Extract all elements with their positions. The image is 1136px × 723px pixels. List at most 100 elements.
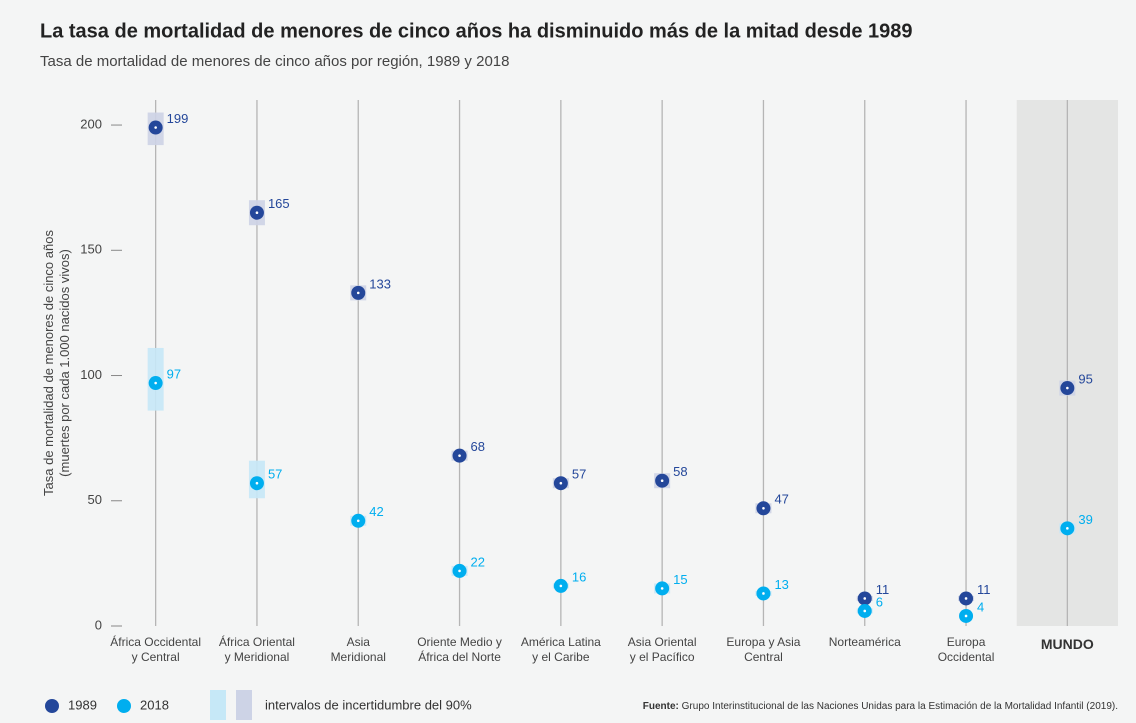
- dot-center: [863, 609, 867, 613]
- data-point: [553, 578, 568, 593]
- data-label: 4: [977, 599, 984, 614]
- x-tick-label-line: África del Norte: [418, 649, 501, 664]
- x-tick-label-line: y Meridional: [225, 650, 290, 664]
- x-tick-label: Asia Oriental y el Pacífico: [628, 635, 697, 664]
- data-label: 133: [369, 276, 391, 291]
- data-label: 165: [268, 196, 290, 211]
- dot-center: [964, 597, 968, 600]
- dot-center: [559, 481, 563, 485]
- data-label: 57: [572, 467, 586, 482]
- x-tick-label-line: Occidental: [938, 650, 995, 664]
- y-tick-label: 50: [88, 492, 102, 507]
- x-tick-label-line: América Latina: [521, 635, 601, 649]
- data-label: 16: [572, 569, 586, 584]
- dot-center: [863, 597, 867, 600]
- legend-interval-swatch: [210, 690, 226, 720]
- data-point: [553, 476, 568, 491]
- dot-center: [964, 614, 968, 618]
- data-point: [655, 581, 670, 596]
- data-point: [857, 591, 872, 606]
- x-tick-label-line: Asia: [347, 635, 371, 649]
- x-tick-label-line: MUNDO: [1041, 636, 1094, 652]
- x-tick-label-line: Central: [744, 650, 783, 664]
- dot-center: [356, 291, 360, 295]
- y-axis-title-line: Tasa de mortalidad de menores de cinco a…: [41, 230, 56, 496]
- x-tick-label-line: África Occidental: [110, 634, 201, 649]
- legend-interval-swatch: [236, 690, 252, 720]
- legend-label: 2018: [140, 697, 169, 712]
- x-tick-label: América Latina y el Caribe: [521, 635, 601, 664]
- dot-center: [154, 381, 157, 385]
- dot-center: [458, 454, 461, 457]
- data-label: 22: [471, 554, 485, 569]
- data-label: 58: [673, 464, 687, 479]
- x-tick-label-line: Europa: [947, 635, 986, 649]
- data-point: [756, 501, 771, 516]
- x-tick-label-line: y el Pacífico: [630, 650, 695, 664]
- data-point: [452, 563, 467, 578]
- data-point: [959, 608, 974, 623]
- source-prefix: Fuente:: [643, 701, 679, 712]
- data-label: 42: [369, 504, 383, 519]
- data-point: [857, 603, 872, 618]
- x-tick-label-line: África Oriental: [219, 634, 295, 649]
- x-tick-label: MUNDO: [1041, 636, 1094, 652]
- legend-interval-label: intervalos de incertidumbre del 90%: [265, 697, 472, 712]
- y-tick-label: 150: [80, 242, 102, 257]
- x-tick-label: Europa Occidental: [938, 635, 995, 664]
- data-label: 11: [876, 582, 890, 597]
- legend-marker: [117, 699, 131, 713]
- dot-center: [1066, 527, 1069, 530]
- y-tick-label: 100: [80, 367, 102, 382]
- dot-center: [255, 481, 259, 485]
- data-point: [1060, 381, 1075, 396]
- data-point: [249, 476, 264, 491]
- legend-marker: [45, 699, 59, 713]
- data-label: 6: [876, 594, 883, 609]
- data-point: [959, 591, 974, 606]
- data-point: [452, 448, 467, 463]
- data-point: [351, 285, 366, 300]
- data-label: 13: [774, 577, 788, 592]
- dot-center: [559, 584, 563, 588]
- dot-center: [660, 479, 664, 483]
- data-label: 68: [471, 439, 485, 454]
- x-tick-label-line: Asia Oriental: [628, 635, 697, 649]
- dot-center: [762, 506, 765, 510]
- dot-center: [255, 211, 259, 215]
- x-tick-label: Asia Meridional: [331, 635, 386, 664]
- data-label: 199: [167, 111, 189, 126]
- legend-label: 1989: [68, 697, 97, 712]
- source-text: Grupo Interinstitucional de las Naciones…: [679, 701, 1118, 712]
- dot-center: [356, 519, 360, 523]
- data-label: 39: [1078, 512, 1092, 527]
- chart-title: La tasa de mortalidad de menores de cinc…: [40, 20, 913, 42]
- dot-center: [660, 587, 664, 590]
- source: Fuente: Grupo Interinstitucional de las …: [643, 701, 1118, 712]
- y-tick-label: 200: [80, 116, 102, 131]
- data-label: 57: [268, 467, 282, 482]
- data-point: [148, 120, 163, 135]
- data-label: 15: [673, 572, 687, 587]
- data-point: [249, 205, 264, 220]
- dot-center: [154, 126, 157, 129]
- data-point: [1060, 521, 1075, 536]
- x-tick-label: África Occidental y Central: [110, 634, 201, 664]
- x-tick-label-line: Meridional: [331, 650, 386, 664]
- y-axis-title: Tasa de mortalidad de menores de cinco a…: [41, 230, 72, 496]
- data-label: 11: [977, 582, 991, 597]
- x-tick-label-line: y Central: [132, 650, 180, 664]
- y-tick-label: 0: [95, 617, 102, 632]
- data-point: [351, 513, 366, 528]
- y-axis-title-line: (muertes por cada 1.000 nacidos vivos): [57, 249, 72, 477]
- chart-subtitle: Tasa de mortalidad de menores de cinco a…: [40, 53, 509, 70]
- dot-center: [762, 592, 765, 595]
- dot-center: [1066, 386, 1069, 390]
- x-tick-label: Norteamérica: [829, 635, 901, 649]
- data-label: 97: [167, 366, 181, 381]
- data-label: 47: [774, 492, 788, 507]
- x-tick-label: Oriente Medio y África del Norte: [417, 635, 502, 664]
- x-tick-label-line: Oriente Medio y: [417, 635, 502, 649]
